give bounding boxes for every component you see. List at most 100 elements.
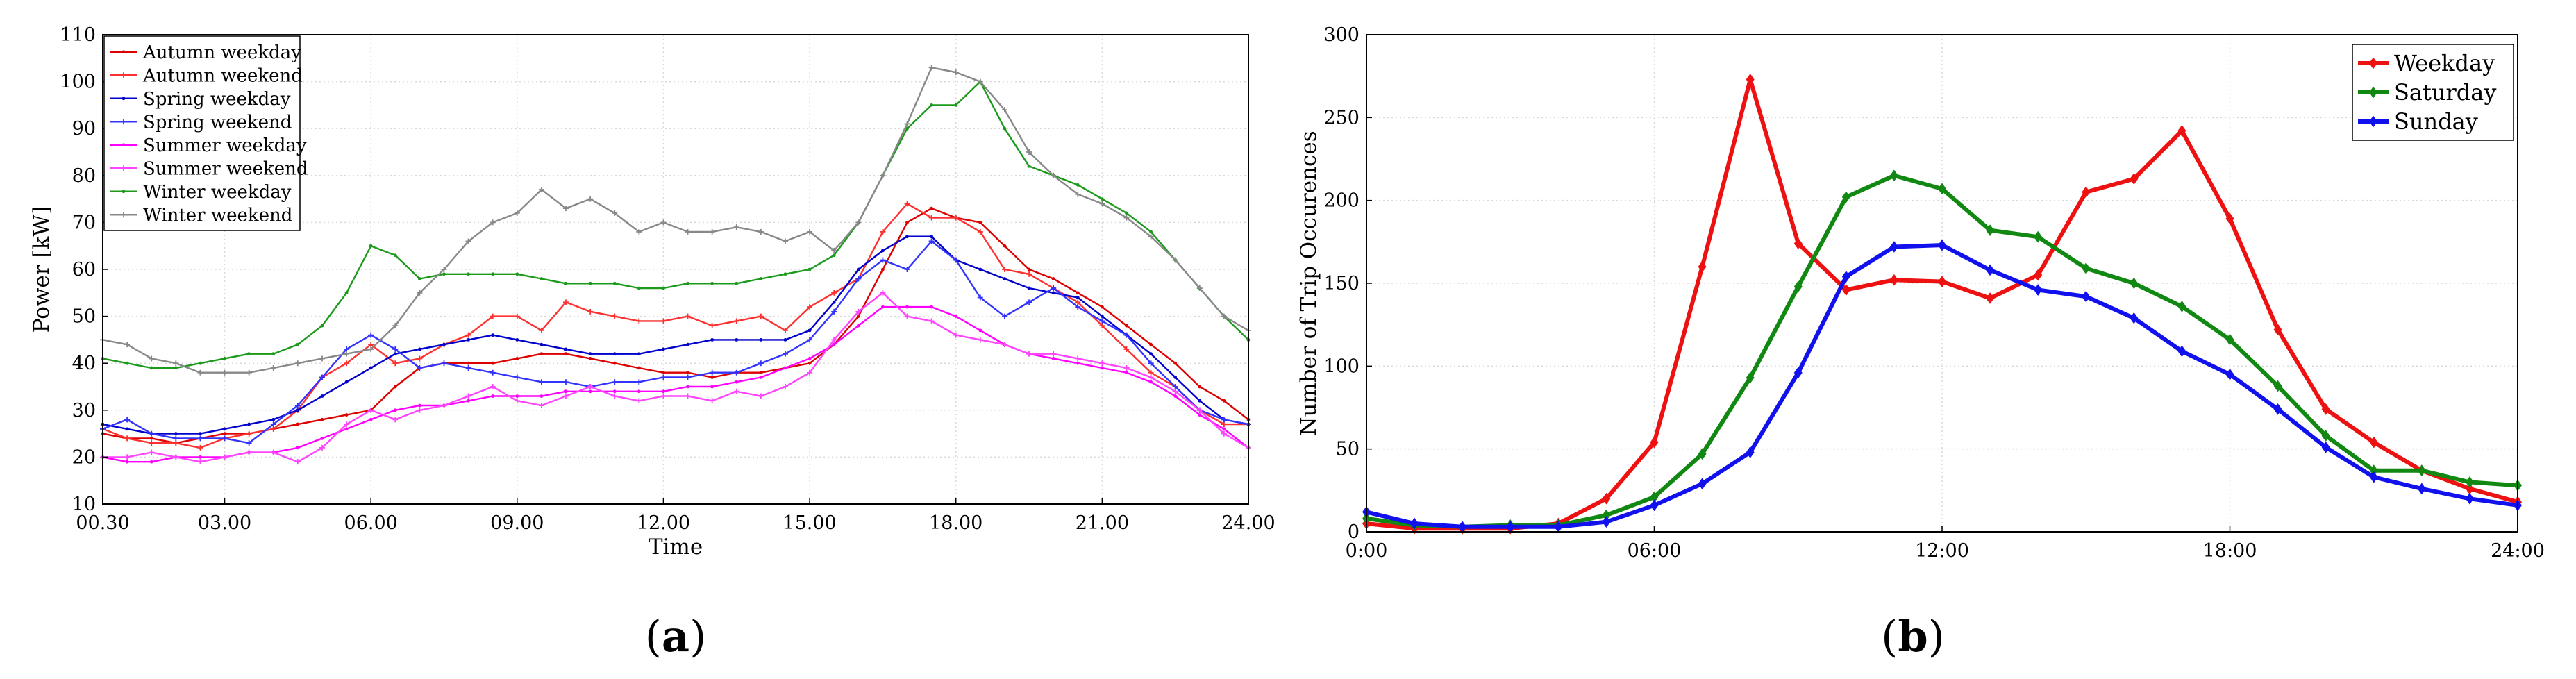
- data-point: [1100, 305, 1104, 309]
- data-point: [1889, 274, 1898, 286]
- data-point: [199, 361, 202, 365]
- data-point: [1026, 149, 1032, 155]
- x-tick-label: 18:00: [2203, 540, 2257, 562]
- data-point: [855, 276, 862, 282]
- data-point: [904, 313, 910, 319]
- data-point: [491, 272, 495, 276]
- data-point: [270, 364, 276, 371]
- data-point: [1075, 191, 1081, 197]
- data-point: [1602, 492, 1611, 505]
- data-point: [491, 361, 495, 365]
- data-point: [319, 355, 325, 362]
- data-point: [515, 338, 519, 342]
- data-point: [1001, 342, 1007, 348]
- data-point: [588, 389, 592, 394]
- data-point: [2177, 125, 2186, 137]
- data-point: [271, 417, 276, 421]
- data-point: [2321, 403, 2330, 415]
- data-point: [783, 338, 787, 342]
- series-line-saturday: [1366, 173, 2518, 529]
- data-point: [904, 267, 910, 272]
- legend-label: Autumn weekday: [142, 42, 301, 63]
- data-point: [1100, 197, 1104, 201]
- data-point: [1076, 291, 1080, 295]
- data-point: [1198, 413, 1202, 417]
- x-tick-label: 18.00: [929, 512, 982, 534]
- data-point: [467, 272, 470, 276]
- data-point: [807, 228, 813, 235]
- x-tick-label: 06.00: [344, 512, 398, 534]
- data-point: [2225, 212, 2234, 225]
- data-point: [733, 388, 739, 394]
- data-point: [125, 460, 129, 464]
- data-point: [392, 323, 399, 329]
- data-point: [368, 332, 374, 338]
- data-point: [122, 190, 126, 194]
- data-point: [1051, 291, 1055, 295]
- panel-b-series: [1362, 74, 2522, 535]
- data-point: [662, 371, 665, 375]
- y-tick-label: 110: [60, 24, 96, 46]
- data-point: [978, 221, 982, 224]
- data-point: [563, 299, 569, 305]
- data-point: [808, 361, 812, 365]
- data-point: [759, 371, 763, 375]
- data-point: [247, 422, 251, 426]
- data-point: [1602, 509, 1611, 521]
- data-point: [122, 50, 126, 54]
- data-point: [563, 379, 569, 385]
- data-point: [1076, 183, 1080, 187]
- data-point: [954, 103, 958, 107]
- y-tick-label: 90: [72, 118, 96, 140]
- data-point: [124, 417, 131, 423]
- data-point: [465, 393, 471, 399]
- y-tick-label: 50: [72, 306, 96, 328]
- data-point: [612, 281, 617, 285]
- x-tick-label: 24:00: [2491, 540, 2545, 562]
- data-point: [1149, 230, 1153, 234]
- data-point: [1076, 296, 1080, 299]
- data-point: [662, 347, 665, 351]
- data-point: [881, 249, 885, 253]
- data-point: [1698, 260, 1707, 273]
- data-point: [515, 272, 519, 276]
- y-tick-label: 80: [72, 165, 96, 187]
- data-point: [1075, 304, 1081, 310]
- data-point: [1076, 361, 1080, 365]
- data-point: [467, 361, 470, 365]
- data-point: [1222, 427, 1226, 431]
- data-point: [514, 398, 520, 404]
- data-point: [124, 342, 131, 348]
- data-point: [319, 444, 325, 451]
- data-point: [930, 235, 934, 239]
- data-point: [490, 369, 496, 376]
- data-point: [930, 305, 934, 309]
- data-point: [1075, 299, 1081, 305]
- series-line-autumn-weekend: [102, 203, 1248, 449]
- data-point: [320, 324, 324, 328]
- data-point: [540, 394, 544, 398]
- data-point: [2225, 333, 2234, 346]
- data-point: [393, 253, 397, 258]
- data-point: [904, 121, 910, 127]
- legend-label: Winter weekend: [143, 205, 292, 226]
- data-point: [1793, 280, 1803, 293]
- data-point: [173, 360, 179, 367]
- data-point: [953, 257, 959, 263]
- y-tick-label: 250: [1323, 107, 1360, 128]
- data-point: [2369, 86, 2377, 99]
- data-point: [612, 389, 617, 394]
- legend-label: Spring weekend: [143, 112, 292, 133]
- data-point: [442, 342, 446, 346]
- data-point: [1221, 313, 1227, 319]
- data-point: [735, 380, 739, 384]
- y-tick-label: 150: [1323, 273, 1360, 294]
- data-point: [1075, 355, 1081, 362]
- data-point: [1001, 313, 1007, 319]
- data-point: [246, 369, 252, 376]
- data-point: [709, 398, 715, 404]
- data-point: [514, 374, 520, 380]
- data-point: [540, 342, 544, 346]
- data-point: [442, 272, 446, 276]
